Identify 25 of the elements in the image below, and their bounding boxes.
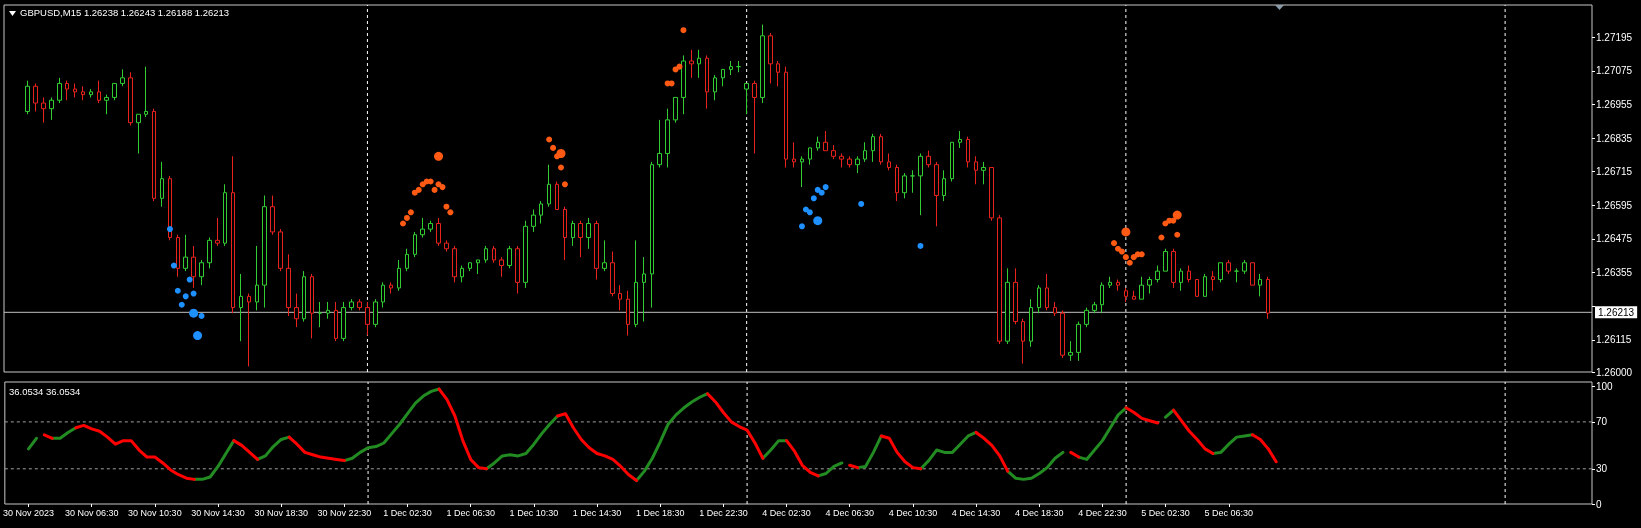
x-tick-label: 30 Nov 2023 bbox=[3, 507, 55, 518]
x-tick-label: 1 Dec 14:30 bbox=[572, 507, 622, 518]
x-tick-label: 1 Dec 22:30 bbox=[699, 507, 748, 518]
x-tick-label: 4 Dec 10:30 bbox=[888, 507, 938, 518]
y-tick-label: 70 bbox=[1596, 416, 1608, 428]
x-tick-label: 30 Nov 22:30 bbox=[317, 507, 372, 518]
x-tick-label: 30 Nov 06:30 bbox=[64, 507, 119, 518]
x-tick-label: 30 Nov 14:30 bbox=[191, 507, 245, 518]
x-tick-label: 1 Dec 02:30 bbox=[383, 507, 432, 518]
x-tick-label: 4 Dec 14:30 bbox=[951, 507, 1001, 518]
x-tick-label: 5 Dec 02:30 bbox=[1141, 507, 1190, 518]
x-tick-label: 4 Dec 22:30 bbox=[1078, 507, 1127, 518]
chart-title: 36.0534 36.0534 bbox=[9, 385, 81, 397]
x-tick-label: 4 Dec 06:30 bbox=[825, 507, 875, 518]
x-tick-label: 1 Dec 06:30 bbox=[446, 507, 495, 518]
x-tick-label: 4 Dec 02:30 bbox=[762, 507, 811, 518]
x-tick-label: 4 Dec 18:30 bbox=[1014, 507, 1064, 518]
x-tick-label: 1 Dec 10:30 bbox=[509, 507, 559, 518]
y-tick-label: 100 bbox=[1596, 381, 1614, 393]
y-tick-label: 30 bbox=[1596, 463, 1608, 475]
x-tick-label: 1 Dec 18:30 bbox=[635, 507, 685, 518]
x-tick-label: 30 Nov 10:30 bbox=[128, 507, 182, 518]
x-tick-label: 5 Dec 06:30 bbox=[1204, 507, 1254, 518]
x-tick-label: 30 Nov 18:30 bbox=[254, 507, 308, 518]
y-tick-label: 0 bbox=[1596, 498, 1602, 510]
